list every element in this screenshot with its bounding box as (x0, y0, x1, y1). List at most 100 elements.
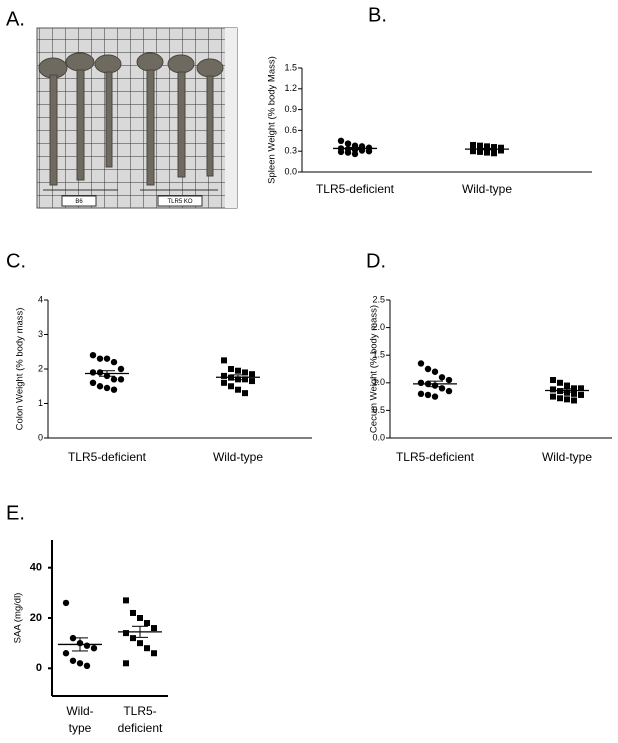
data-point (445, 387, 453, 395)
data-point (365, 148, 373, 155)
data-point (137, 615, 143, 621)
y-axis-label: Colon Weight (% body mass) (15, 308, 26, 431)
chart-panel: C. Colon Weight (% body mass) 0 1 2 3 4 TLR5-de… (6, 250, 312, 464)
data-point (249, 371, 255, 378)
data-point (89, 379, 97, 386)
data-point (96, 369, 104, 376)
data-point (89, 352, 97, 359)
data-point (96, 355, 104, 362)
y-tick-label: 0.0 (372, 432, 385, 442)
data-point (571, 390, 577, 397)
y-axis-label: Cecum Weight (% body mass) (369, 305, 380, 433)
category-label: type (69, 721, 92, 735)
data-point (438, 385, 446, 392)
y-tick-label: 3 (38, 329, 43, 339)
data-point (117, 376, 125, 383)
data-point (76, 660, 84, 667)
data-point (103, 384, 111, 392)
y-tick-label: 2.0 (372, 322, 385, 332)
y-tick-label: 0 (36, 662, 42, 674)
data-point (571, 397, 577, 404)
data-point (137, 640, 143, 647)
y-tick-label: 0 (38, 432, 43, 442)
y-tick-label: 0.9 (284, 104, 297, 114)
data-point (491, 150, 497, 157)
data-point (351, 150, 359, 158)
data-point (424, 365, 432, 373)
data-point (117, 365, 125, 373)
category-label: Wild-type (213, 450, 263, 464)
data-point (235, 367, 241, 374)
data-point (235, 386, 241, 393)
data-point (228, 366, 234, 372)
data-point (424, 391, 432, 399)
category-label: TLR5-deficient (396, 450, 475, 464)
photo-panel: A. B6 TLR5 KO (6, 8, 238, 209)
data-point (344, 140, 352, 147)
data-point (62, 599, 70, 607)
data-point (445, 376, 453, 384)
data-point (69, 657, 77, 664)
data-point (470, 148, 476, 155)
data-point (221, 379, 227, 386)
group-box (157, 195, 203, 207)
data-point (571, 385, 577, 392)
y-tick-label: 0.5 (372, 405, 385, 415)
y-tick-label: 4 (38, 294, 43, 304)
y-tick-label: 40 (30, 562, 42, 574)
data-point (110, 376, 118, 383)
y-tick-label: 0.6 (284, 125, 297, 135)
data-point (344, 149, 352, 156)
panel-label: D. (366, 250, 386, 272)
y-tick-label: 1.2 (284, 83, 297, 93)
data-point (417, 390, 425, 398)
data-point (130, 609, 136, 616)
data-point (151, 625, 157, 632)
data-point (242, 369, 248, 376)
data-point (123, 660, 129, 667)
data-point (90, 644, 98, 652)
y-tick-label: 1.5 (284, 62, 297, 72)
chart-panel: D. Cecum Weight (% body mass)0.0 0.5 1.0 1.5… (366, 250, 612, 464)
data-point (438, 374, 446, 381)
y-tick-label: 20 (30, 612, 42, 624)
data-point (578, 385, 584, 392)
tissue (38, 52, 224, 186)
y-tick-label: 0.3 (284, 146, 297, 156)
data-point (470, 141, 476, 148)
data-point (62, 650, 70, 657)
data-point (484, 149, 490, 156)
data-point (578, 391, 584, 398)
data-point (110, 386, 118, 393)
data-point (550, 377, 556, 384)
group-box (61, 195, 97, 207)
data-point (228, 383, 234, 390)
y-tick-label: 1.5 (372, 350, 385, 360)
y-tick-label: 2 (38, 363, 43, 373)
ruler (225, 28, 237, 208)
data-point (144, 620, 150, 627)
panel-label: C. (6, 250, 26, 272)
data-point (417, 360, 425, 367)
data-point (221, 357, 227, 364)
data-point (249, 378, 255, 385)
y-tick-label: 1 (38, 398, 43, 408)
panel-label: E. (6, 502, 25, 524)
data-point (431, 368, 439, 375)
data-point (89, 369, 97, 376)
data-point (564, 396, 570, 403)
data-point (110, 358, 118, 366)
data-point (337, 137, 345, 144)
data-point (151, 650, 157, 657)
data-point (550, 393, 556, 400)
category-label: deficient (118, 721, 163, 735)
data-point (557, 395, 563, 402)
data-point (144, 645, 150, 652)
data-point (564, 382, 570, 389)
category-label: TLR5-deficient (316, 182, 395, 196)
category-label: Wild-type (542, 450, 592, 464)
y-tick-label: 0.0 (284, 166, 297, 176)
y-axis-label: SAA (mg/dl) (13, 593, 24, 644)
panel-label: B. (368, 4, 387, 26)
